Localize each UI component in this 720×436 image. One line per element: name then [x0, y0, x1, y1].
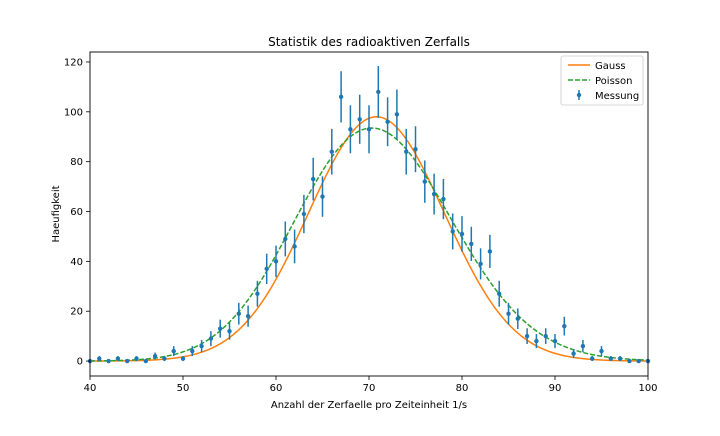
messung-point	[459, 231, 465, 237]
x-tick-label: 100	[638, 383, 657, 394]
messung-point	[413, 147, 418, 152]
messung-point	[599, 348, 604, 354]
y-tick-label: 0	[77, 357, 83, 368]
y-tick-label: 100	[64, 107, 83, 118]
legend: Gauss Poisson Messung	[560, 55, 644, 106]
messung-point	[394, 112, 400, 117]
messung-point	[552, 338, 558, 344]
messung-point	[450, 229, 455, 234]
messung-point	[627, 358, 632, 364]
x-tick-label: 90	[549, 383, 562, 394]
messung-point	[255, 291, 260, 296]
messung-point	[134, 356, 139, 361]
x-tick-label: 60	[270, 383, 283, 394]
messung-point	[515, 316, 520, 321]
messung-point	[571, 351, 576, 356]
messung-point	[199, 343, 204, 349]
y-tick-label: 20	[70, 307, 83, 318]
messung-point	[264, 266, 269, 272]
messung-point	[469, 241, 474, 247]
messung-point	[190, 348, 195, 354]
messung-point	[431, 191, 437, 197]
messung-point	[97, 356, 102, 361]
messung-point	[227, 328, 232, 334]
messung-point	[366, 127, 372, 132]
messung-point	[320, 194, 325, 199]
messung-point	[590, 356, 595, 361]
messung-point	[376, 89, 381, 95]
messung-point	[580, 343, 586, 349]
messung-point	[385, 119, 390, 124]
legend-label-messung: Messung	[595, 91, 639, 102]
messung-point	[524, 333, 530, 339]
x-tick-label: 70	[363, 383, 376, 394]
messung-point	[534, 338, 539, 344]
messung-point	[487, 249, 493, 254]
messung-point	[180, 356, 186, 361]
messung-point	[562, 323, 567, 329]
x-tick-label: 80	[456, 383, 469, 394]
y-tick-label: 120	[64, 57, 83, 68]
messung-point	[497, 291, 502, 296]
x-tick-label: 50	[177, 383, 190, 394]
messung-point	[245, 313, 251, 319]
messung-point	[283, 236, 288, 242]
messung-point	[329, 149, 334, 154]
messung-point	[543, 333, 548, 339]
messung-point	[106, 358, 111, 364]
messung-point	[348, 127, 353, 132]
x-axis-label: Anzahl der Zerfaelle pro Zeiteinheit 1/s	[271, 400, 467, 411]
messung-point	[422, 179, 427, 184]
messung-point	[115, 356, 121, 361]
messung-point	[125, 358, 130, 364]
messung-point	[208, 336, 214, 341]
legend-label-poisson: Poisson	[595, 76, 632, 87]
messung-point	[301, 211, 307, 217]
y-tick-label: 80	[70, 157, 83, 168]
legend-box	[560, 55, 644, 106]
messung-point	[404, 149, 409, 154]
legend-swatch-messung-marker	[576, 92, 582, 98]
messung-point	[617, 356, 623, 361]
messung-point	[441, 196, 446, 202]
messung-point	[162, 356, 167, 361]
series-layer	[87, 65, 651, 364]
chart-title: Statistik des radioaktiven Zerfalls	[268, 35, 470, 49]
messung-point	[338, 94, 344, 100]
legend-label-gauss: Gauss	[595, 61, 626, 72]
messung-point	[143, 358, 148, 364]
y-axis-label: Haeufigkeit	[51, 185, 62, 242]
messung-point	[152, 353, 158, 359]
messung-point	[292, 244, 297, 249]
messung-point	[636, 358, 641, 364]
messung-point	[218, 326, 223, 331]
messung-point	[608, 356, 613, 361]
messung-point	[236, 311, 241, 316]
messung-point	[311, 176, 316, 182]
messung-point	[357, 117, 362, 122]
messung-point	[478, 261, 483, 267]
y-tick-label: 40	[70, 257, 83, 268]
tick-layer: 40 50 60 70 80 90 100 0 20 40 60 80 100 120	[64, 57, 658, 394]
y-tick-label: 60	[70, 207, 83, 218]
x-tick-label: 40	[84, 383, 97, 394]
messung-point	[273, 259, 279, 264]
messung-point	[506, 311, 511, 316]
messung-point	[171, 348, 176, 354]
